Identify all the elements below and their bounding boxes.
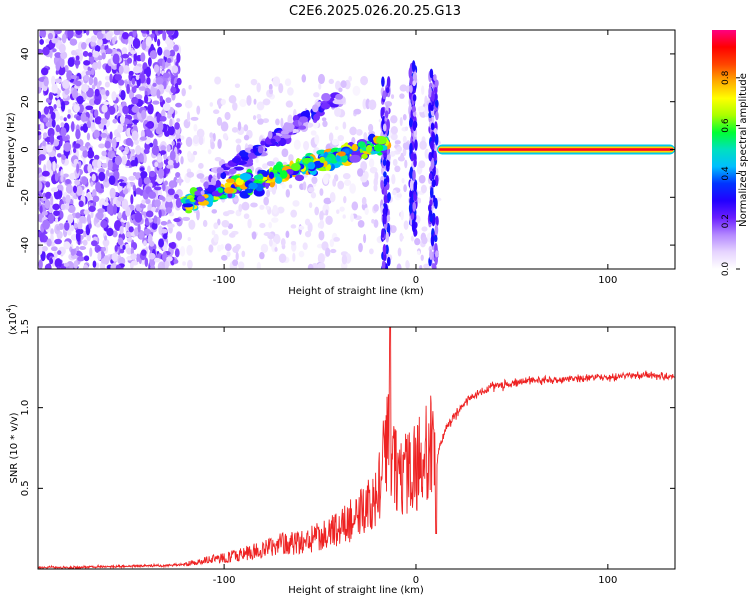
spectrogram-x-label: Height of straight line (km)	[288, 286, 424, 297]
spectrogram-axes: -100 0 100 -40 -20 0 20 40	[20, 30, 675, 286]
y-tick-label: 0.5	[20, 480, 31, 496]
colorbar-tick-label: 0.8	[721, 70, 731, 85]
snr-x-label: Height of straight line (km)	[288, 585, 424, 596]
x-tick-label: 100	[598, 275, 617, 286]
colorbar-tick-label: 0.0	[721, 262, 731, 277]
spectrogram-panel: -100 0 100 -40 -20 0 20 40 Height of straight l…	[6, 29, 676, 297]
snr-y-label: SNR (10 * v/v)	[9, 412, 20, 483]
y-tick-label: 20	[20, 95, 31, 108]
x-tick-label: 0	[413, 575, 419, 586]
colorbar-axis: 0.0 0.2 0.4 0.6 0.8	[721, 70, 740, 276]
snr-y-multiplier: (x104)	[5, 304, 19, 335]
figure-title: C2E6.2025.026.20.25.G13	[289, 4, 461, 19]
spectrogram-y-label: Frequency (Hz)	[6, 112, 17, 188]
snr-y-multiplier-exponent: 4	[5, 307, 13, 312]
y-tick-label: 0	[20, 146, 31, 152]
colorbar-tick-label: 0.6	[721, 118, 731, 133]
x-tick-label: -100	[213, 275, 236, 286]
colorbar-label: Normalized spectral amplitude	[738, 73, 749, 227]
snr-frame	[37, 326, 676, 570]
y-tick-label: 1.5	[20, 319, 31, 335]
colorbar-tick-label: 0.4	[721, 166, 731, 181]
x-tick-label: 100	[598, 575, 617, 586]
heatmap-cells	[38, 30, 675, 269]
snr-panel: -100 0 100 0.5 1.0 1.5 Height of straight lin…	[5, 304, 676, 596]
snr-series-line	[38, 327, 675, 569]
colorbar-tick-label: 0.2	[721, 214, 731, 228]
x-tick-label: 0	[413, 275, 419, 286]
y-tick-label: 40	[20, 48, 31, 61]
snr-axes: -100 0 100 0.5 1.0 1.5	[20, 319, 675, 586]
colorbar: 0.0 0.2 0.4 0.6 0.8 Normalized spectral ampl…	[712, 30, 749, 276]
colorbar-gradient	[712, 30, 736, 269]
x-tick-label: -100	[213, 575, 236, 586]
snr-y-multiplier-close: )	[8, 304, 19, 308]
y-tick-label: -20	[20, 189, 31, 205]
snr-y-multiplier-base: (x10	[8, 312, 19, 335]
y-tick-label: -40	[20, 237, 31, 253]
y-tick-label: 1.0	[20, 400, 31, 416]
